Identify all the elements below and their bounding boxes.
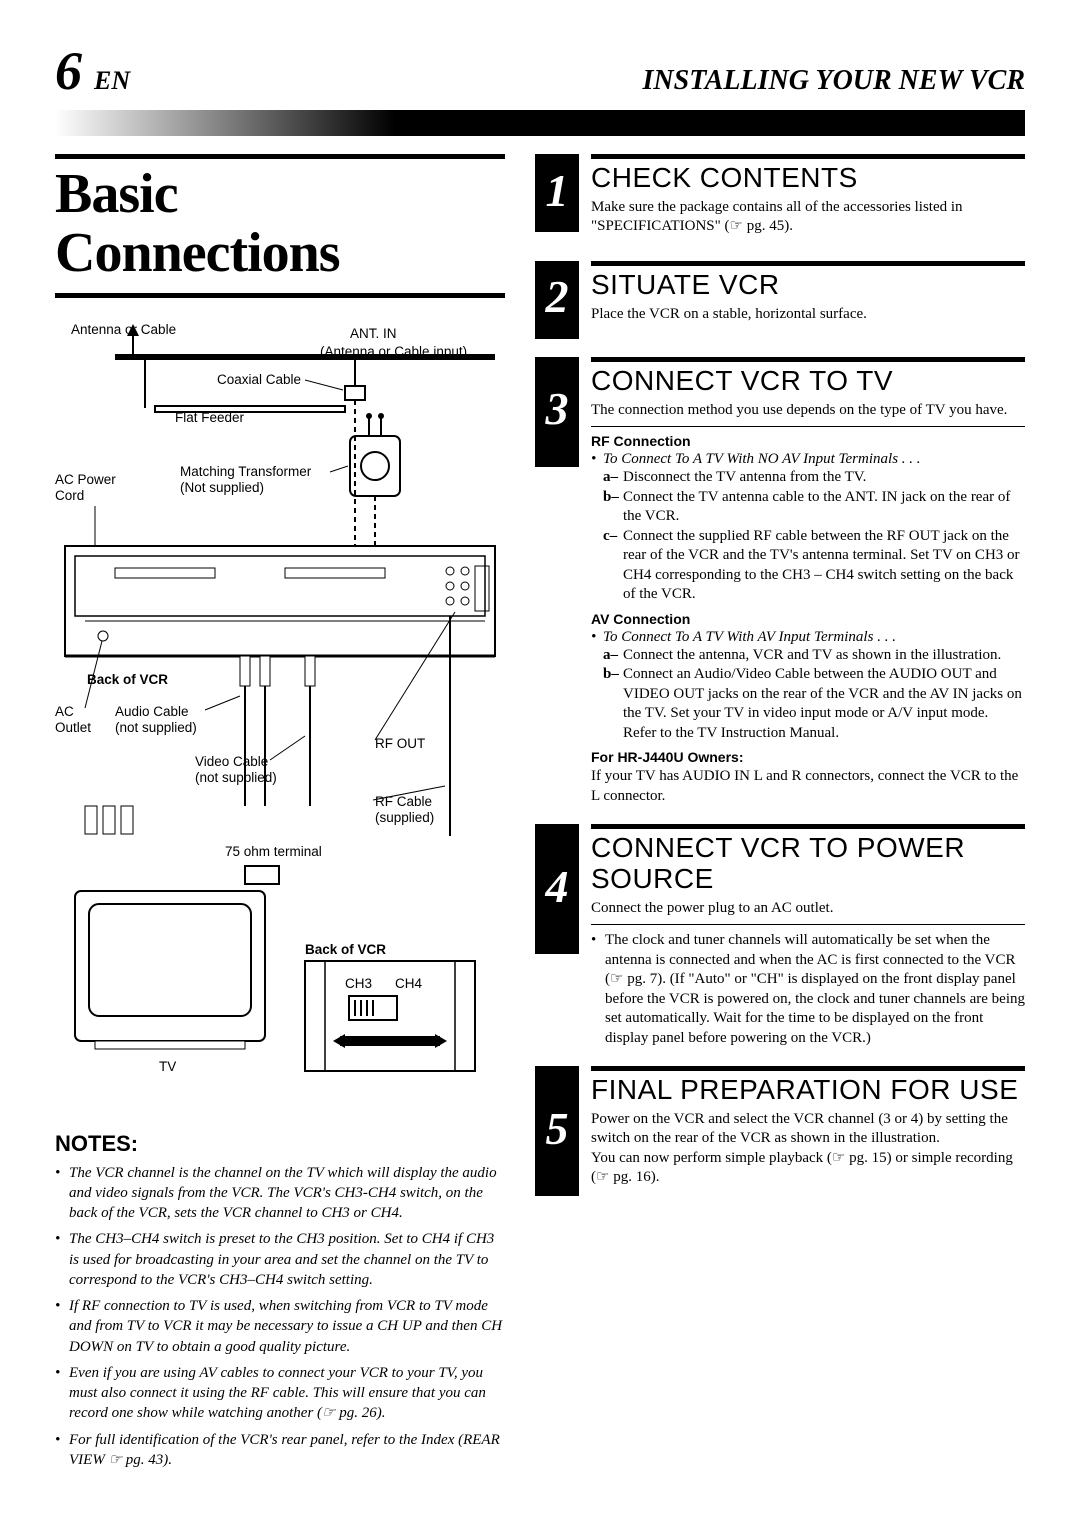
step5-p1: Power on the VCR and select the VCR chan…	[591, 1110, 1025, 1149]
step-2: 2 SITUATE VCR Place the VCR on a stable,…	[535, 261, 1025, 339]
main-title-block: Basic Connections	[55, 154, 505, 298]
left-column: Basic Connections Antenna or Cable ANT. …	[55, 154, 505, 1476]
connection-diagram: Antenna or Cable ANT. IN (Antenna or Cab…	[55, 310, 505, 1121]
rf-list: a–Disconnect the TV antenna from the TV.…	[603, 468, 1025, 605]
rf-item: c–Connect the supplied RF cable between …	[603, 527, 1025, 605]
av-item: a–Connect the antenna, VCR and TV as sho…	[603, 646, 1025, 666]
lbl-rfout: RF OUT	[375, 736, 425, 751]
note-item: The CH3–CH4 switch is preset to the CH3 …	[55, 1229, 505, 1290]
step-4: 4 CONNECT VCR TO POWER SOURCE Connect th…	[535, 824, 1025, 1048]
step-title: FINAL PREPARATION FOR USE	[591, 1066, 1025, 1106]
av-lead: To Connect To A TV With AV Input Termina…	[603, 629, 1025, 646]
step4-bullet-list: The clock and tuner channels will automa…	[591, 931, 1025, 1048]
notes-heading: NOTES:	[55, 1131, 505, 1157]
lbl-rfcable2: (supplied)	[375, 810, 434, 825]
note-item: If RF connection to TV is used, when swi…	[55, 1296, 505, 1357]
rf-item: b–Connect the TV antenna cable to the AN…	[603, 488, 1025, 527]
step5-p2: You can now perform simple playback (☞ p…	[591, 1149, 1025, 1188]
note-item: The VCR channel is the channel on the TV…	[55, 1163, 505, 1224]
step-intro: The connection method you use depends on…	[591, 401, 1025, 421]
rf-heading: RF Connection	[591, 433, 1025, 449]
rf-item: a–Disconnect the TV antenna from the TV.	[603, 468, 1025, 488]
lbl-ch3: CH3	[345, 976, 372, 991]
owners-text: If your TV has AUDIO IN L and R connecto…	[591, 767, 1025, 806]
lbl-audiocable: Audio Cable	[115, 704, 189, 719]
lbl-tv: TV	[159, 1059, 176, 1074]
note-item: For full identification of the VCR's rea…	[55, 1430, 505, 1471]
lbl-acpower-sub: Cord	[55, 488, 84, 503]
lbl-match: Matching Transformer	[180, 464, 312, 479]
divider	[591, 924, 1025, 925]
av-list: a–Connect the antenna, VCR and TV as sho…	[603, 646, 1025, 744]
divider	[591, 426, 1025, 427]
lbl-ch4: CH4	[395, 976, 422, 991]
step-intro: Connect the power plug to an AC outlet.	[591, 899, 1025, 919]
lbl-audiocable2: (not supplied)	[115, 720, 197, 735]
note-item: Even if you are using AV cables to conne…	[55, 1363, 505, 1424]
step-number: 4	[535, 824, 579, 954]
lbl-acoutlet2: Outlet	[55, 720, 91, 735]
notes-list: The VCR channel is the channel on the TV…	[55, 1163, 505, 1471]
rf-lead: To Connect To A TV With NO AV Input Term…	[603, 451, 1025, 468]
lbl-75ohm: 75 ohm terminal	[225, 844, 322, 859]
step-number: 5	[535, 1066, 579, 1196]
lbl-acpower: AC Power	[55, 472, 116, 487]
lbl-flatfeeder: Flat Feeder	[175, 410, 245, 425]
audio-plugs	[240, 656, 315, 686]
step4-bullet: The clock and tuner channels will automa…	[591, 931, 1025, 1048]
diagram-svg: Antenna or Cable ANT. IN (Antenna or Cab…	[55, 316, 505, 1116]
main-title-line2: Connections	[55, 224, 505, 283]
main-title-line1: Basic	[55, 165, 505, 224]
header-gradient-bar	[55, 110, 1025, 136]
lbl-match-sub: (Not supplied)	[180, 480, 264, 495]
page-lang: EN	[94, 66, 130, 95]
step-5: 5 FINAL PREPARATION FOR USE Power on the…	[535, 1066, 1025, 1196]
page-number: 6	[55, 41, 82, 101]
step-number: 2	[535, 261, 579, 339]
lbl-ant-in-sub: (Antenna or Cable input)	[320, 344, 467, 359]
page-number-block: 6 EN	[55, 40, 130, 102]
step-number: 3	[535, 357, 579, 467]
lbl-backvcr: Back of VCR	[87, 672, 168, 687]
lbl-backvcr2: Back of VCR	[305, 942, 386, 957]
content-columns: Basic Connections Antenna or Cable ANT. …	[55, 154, 1025, 1476]
step-title: CONNECT VCR TO TV	[591, 357, 1025, 397]
lbl-coax: Coaxial Cable	[217, 372, 301, 387]
av-item: b–Connect an Audio/Video Cable between t…	[603, 665, 1025, 743]
lbl-rfcable: RF Cable	[375, 794, 432, 809]
lbl-videocable: Video Cable	[195, 754, 268, 769]
lbl-antenna: Antenna or Cable	[71, 322, 176, 337]
step-title: CONNECT VCR TO POWER SOURCE	[591, 824, 1025, 895]
step-number: 1	[535, 154, 579, 232]
lbl-ant-in: ANT. IN	[350, 326, 397, 341]
lbl-acoutlet: AC	[55, 704, 74, 719]
av-heading: AV Connection	[591, 611, 1025, 627]
step-intro: Make sure the package contains all of th…	[591, 198, 1025, 237]
step-title: SITUATE VCR	[591, 261, 1025, 301]
step-title: CHECK CONTENTS	[591, 154, 1025, 194]
step-intro: Place the VCR on a stable, horizontal su…	[591, 305, 1025, 325]
right-column: 1 CHECK CONTENTS Make sure the package c…	[535, 154, 1025, 1476]
step-1: 1 CHECK CONTENTS Make sure the package c…	[535, 154, 1025, 243]
page-header: 6 EN INSTALLING YOUR NEW VCR	[55, 40, 1025, 102]
header-title: INSTALLING YOUR NEW VCR	[643, 65, 1026, 97]
owners-heading: For HR-J440U Owners:	[591, 749, 1025, 765]
step-3: 3 CONNECT VCR TO TV The connection metho…	[535, 357, 1025, 806]
